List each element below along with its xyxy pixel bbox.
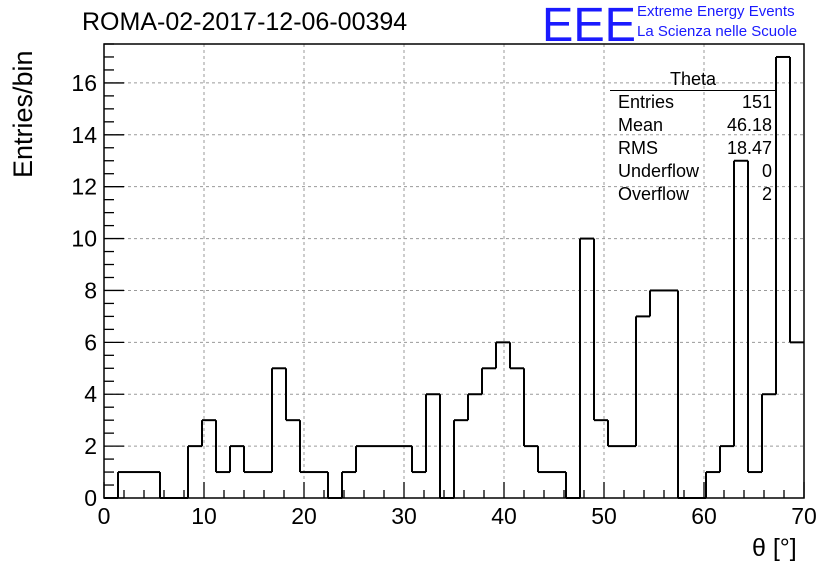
y-tick-label: 6 (84, 329, 97, 355)
x-axis-label: θ [°] (752, 534, 797, 562)
y-tick-label: 16 (71, 70, 97, 96)
stats-value: 151 (741, 92, 772, 112)
y-tick-label: 4 (84, 381, 97, 407)
stats-label: Underflow (618, 161, 700, 181)
eee-logo: EEE (542, 2, 636, 44)
logo-line-2: La Scienza nelle Scuole (637, 23, 798, 40)
x-tick-label: 20 (291, 503, 317, 529)
x-tick-label: 0 (98, 503, 111, 529)
y-axis-label: Entries/bin (8, 50, 38, 178)
stats-row-underflow: Underflow 0 (610, 160, 776, 183)
stats-label: RMS (618, 138, 658, 158)
plot-frame (103, 43, 805, 499)
y-tick-label: 10 (71, 226, 97, 252)
stats-row-overflow: Overflow 2 (610, 183, 776, 206)
stats-box: Theta Entries 151 Mean 46.18 RMS 18.47 U… (610, 68, 776, 206)
x-tick-label: 10 (191, 503, 217, 529)
stats-title: Theta (610, 68, 776, 91)
stats-label: Mean (618, 115, 664, 135)
y-tick-label: 12 (71, 174, 97, 200)
y-tick-label: 2 (84, 433, 97, 459)
stats-label: Entries (618, 92, 675, 112)
x-tick-label: 30 (391, 503, 417, 529)
stats-label: Overflow (618, 184, 690, 204)
y-tick-label: 8 (84, 277, 97, 303)
stats-row-mean: Mean 46.18 (610, 114, 776, 137)
stats-value: 18.47 (726, 138, 772, 158)
stats-row-entries: Entries 151 (610, 91, 776, 114)
stats-value: 46.18 (726, 115, 772, 135)
x-tick-label: 60 (691, 503, 717, 529)
x-tick-label: 70 (791, 503, 817, 529)
y-tick-label: 0 (84, 485, 97, 511)
x-tick-label: 50 (591, 503, 617, 529)
x-tick-label: 40 (491, 503, 517, 529)
run-title: ROMA-02-2017-12-06-00394 (82, 8, 408, 36)
stats-value: 2 (761, 184, 772, 204)
logo-mark: EEE (542, 2, 636, 44)
logo-line-1: Extreme Energy Events (637, 3, 795, 20)
stats-value: 0 (761, 161, 772, 181)
logo-text: Extreme Energy Events La Scienza nelle S… (637, 2, 797, 42)
y-tick-label: 14 (71, 122, 97, 148)
stats-row-rms: RMS 18.47 (610, 137, 776, 160)
